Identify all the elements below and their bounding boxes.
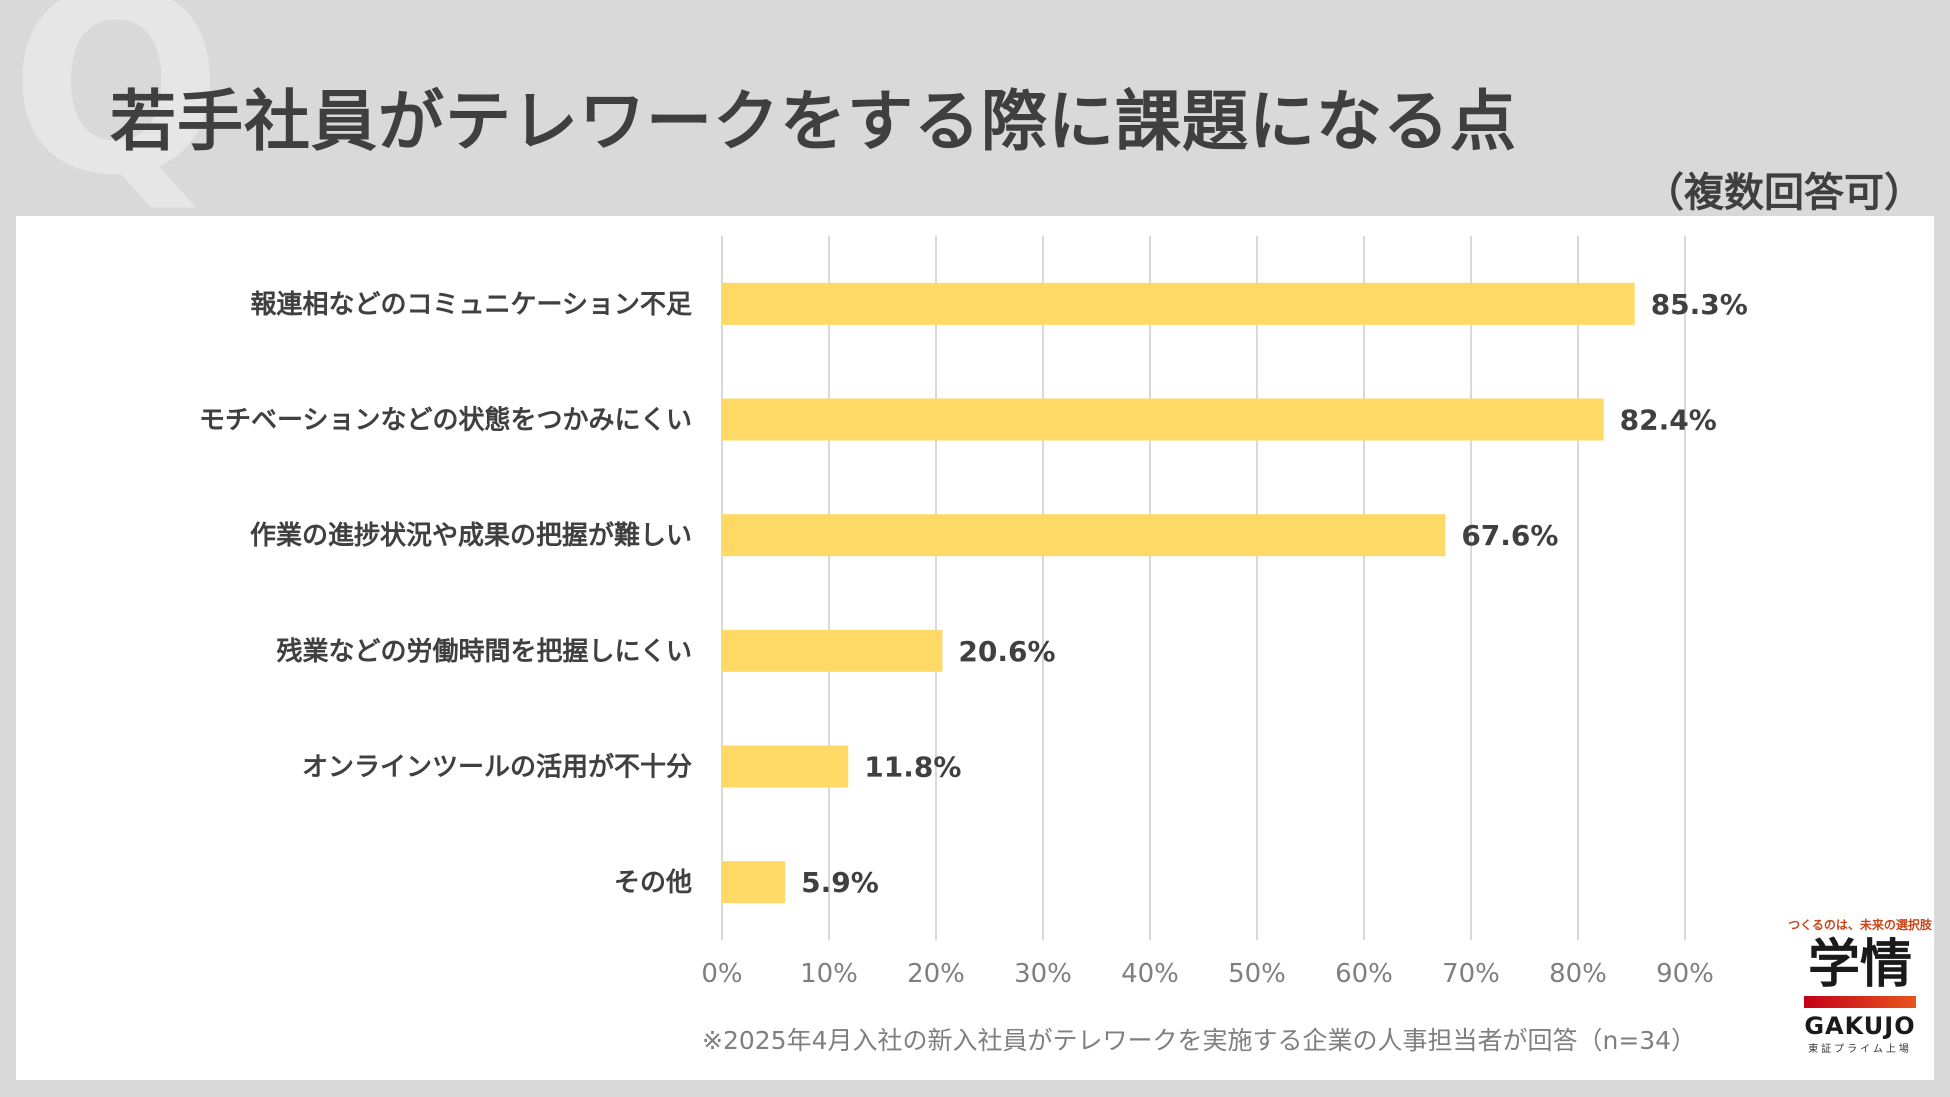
bar-chart: 0% 10% 20% 30% 40% 50% 60% 70% 80% 90% 報連相などのコミュニケ… <box>199 236 1748 989</box>
x-tick-label: 60% <box>1335 959 1393 989</box>
value-label: 85.3% <box>1651 288 1748 321</box>
x-tick-label: 10% <box>800 959 858 989</box>
bar <box>722 745 849 788</box>
value-label: 20.6% <box>958 635 1055 668</box>
value-label: 67.6% <box>1461 519 1558 552</box>
q-watermark: Q <box>10 0 223 230</box>
page-subtitle: （複数回答可） <box>1644 170 1924 216</box>
category-label: その他 <box>614 868 692 898</box>
x-tick-label: 20% <box>907 959 965 989</box>
bar <box>722 629 943 672</box>
x-tick-label: 70% <box>1442 959 1500 989</box>
category-label: オンラインツールの活用が不十分 <box>302 752 692 783</box>
bar <box>722 282 1635 325</box>
logo-tagline: つくるのは、未来の選択肢 <box>1788 918 1932 932</box>
category-label: 残業などの労働時間を把握しにくい <box>277 637 692 667</box>
bar <box>722 861 786 904</box>
value-label: 11.8% <box>864 751 961 784</box>
value-label: 5.9% <box>801 866 879 899</box>
bar <box>722 514 1446 557</box>
logo-bar <box>1804 996 1916 1009</box>
chart-panel: 0% 10% 20% 30% 40% 50% 60% 70% 80% 90% 報連相などのコミュニケ… <box>16 216 1934 1080</box>
value-label: 82.4% <box>1620 404 1717 437</box>
category-label: 報連相などのコミュニケーション不足 <box>251 290 692 320</box>
x-tick-label: 50% <box>1228 959 1286 989</box>
category-label: 作業の進捗状況や成果の把握が難しい <box>250 520 692 551</box>
logo-sub: 東証プライム上場 <box>1808 1044 1912 1056</box>
page-title: 若手社員がテレワークをする際に課題になる点 <box>110 83 1517 160</box>
x-tick-label: 80% <box>1549 959 1607 989</box>
gakujo-logo: つくるのは、未来の選択肢 学情 GAKUJO 東証プライム上場 <box>1786 916 1934 1055</box>
category-label: モチベーションなどの状態をつかみにくい <box>199 405 692 436</box>
x-tick-label: 0% <box>701 959 742 989</box>
x-tick-label: 90% <box>1656 959 1714 989</box>
logo-name: GAKUJO <box>1804 1012 1916 1041</box>
footnote: ※2025年4月入社の新入社員がテレワークを実施する企業の人事担当者が回答（n=… <box>702 1026 1697 1055</box>
x-tick-label: 40% <box>1121 959 1179 989</box>
bar <box>722 398 1604 441</box>
logo-mark: 学情 <box>1807 935 1912 995</box>
x-tick-label: 30% <box>1014 959 1072 989</box>
